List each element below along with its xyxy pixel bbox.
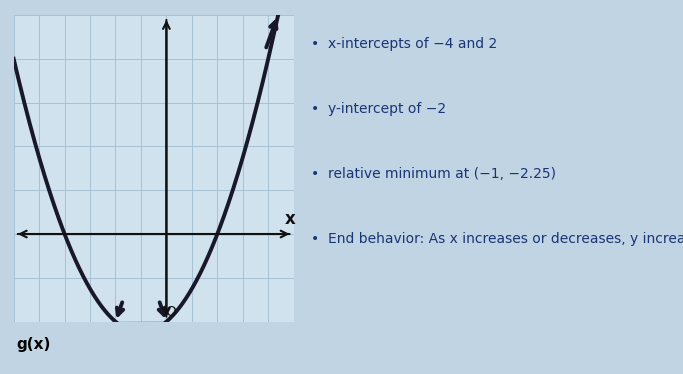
Text: g(x): g(x)	[16, 337, 51, 352]
Text: •  relative minimum at (−1, −2.25): • relative minimum at (−1, −2.25)	[311, 167, 556, 181]
Text: O: O	[165, 306, 176, 319]
Text: •  x-intercepts of −4 and 2: • x-intercepts of −4 and 2	[311, 37, 497, 50]
Text: •  End behavior: As x increases or decreases, y increases.: • End behavior: As x increases or decrea…	[311, 232, 683, 246]
Text: •  y-intercept of −2: • y-intercept of −2	[311, 102, 446, 116]
Text: x: x	[285, 211, 295, 229]
